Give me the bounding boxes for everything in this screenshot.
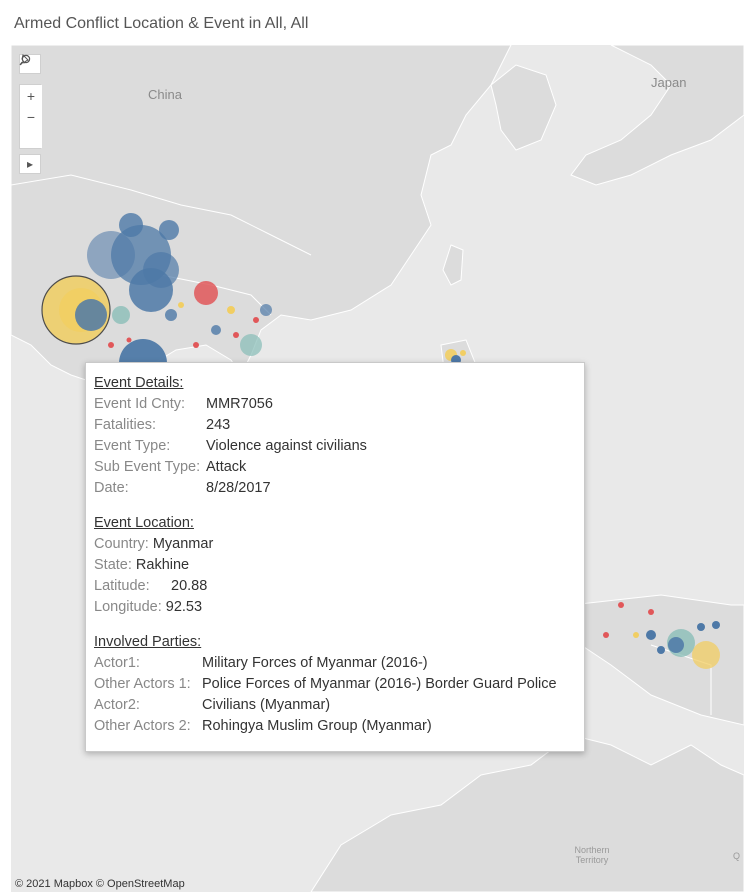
date-value: 8/28/2017	[206, 480, 271, 496]
tooltip-row: Country: Myanmar	[94, 534, 584, 555]
tooltip-row: Sub Event Type: Attack	[94, 457, 584, 478]
longitude-label: Longitude:	[94, 599, 162, 615]
fatalities-label: Fatalities:	[94, 417, 157, 433]
actor2-value: Civilians (Myanmar)	[202, 697, 331, 713]
map-attribution[interactable]: © 2021 Mapbox © OpenStreetMap	[15, 878, 185, 890]
event-id-label: Event Id Cnty:	[94, 396, 186, 412]
viz-title: Armed Conflict Location & Event in All, …	[14, 15, 309, 32]
latitude-label: Latitude:	[94, 578, 150, 594]
label-partial: Q	[733, 851, 741, 861]
fatalities-value: 243	[206, 417, 231, 433]
zoom-out-button[interactable]: −	[20, 106, 42, 127]
actor1-label: Actor1:	[94, 655, 140, 671]
country-label: Country:	[94, 536, 149, 552]
event-location-heading: Event Location:	[94, 515, 194, 531]
other-actors1-label: Other Actors 1:	[94, 676, 191, 692]
tooltip-row: Date: 8/28/2017	[94, 478, 584, 499]
latitude-value: 20.88	[171, 578, 208, 594]
zoom-in-button[interactable]: +	[20, 85, 42, 106]
event-id-value: MMR7056	[206, 396, 273, 412]
tooltip-row: Actor2: Civilians (Myanmar)	[94, 695, 584, 716]
tooltip-row: Actor1: Military Forces of Myanmar (2016…	[94, 653, 584, 674]
land-korea	[490, 64, 557, 151]
tooltip-row: Other Actors 2: Rohingya Muslim Group (M…	[94, 716, 584, 737]
state-value: Rakhine	[135, 557, 190, 573]
state-label: State:	[94, 557, 132, 573]
pin-icon	[19, 54, 29, 66]
sub-event-type-label: Sub Event Type:	[94, 459, 201, 475]
event-type-value: Violence against civilians	[206, 438, 367, 454]
tooltip-row: State: Rakhine	[94, 555, 584, 576]
other-actors2-value: Rohingya Muslim Group (Myanmar)	[202, 718, 432, 734]
map-toolbar: + − ▸	[19, 54, 42, 174]
other-actors2-label: Other Actors 2:	[94, 718, 191, 734]
label-japan: Japan	[651, 75, 687, 90]
country-value: Myanmar	[152, 536, 214, 552]
map-zoom-group: + −	[19, 54, 42, 149]
involved-parties-heading: Involved Parties:	[94, 634, 202, 650]
land-taiwan	[442, 244, 464, 286]
tooltip-row: Longitude: 92.53	[94, 597, 584, 618]
tooltip-row: Latitude: 20.88	[94, 576, 584, 597]
expand-toolbar-button[interactable]: ▸	[19, 154, 41, 174]
event-tooltip: Event Details: Event Id Cnty: MMR7056 Fa…	[85, 362, 585, 752]
event-details-heading: Event Details:	[94, 375, 184, 391]
sub-event-type-value: Attack	[206, 459, 247, 475]
event-type-label: Event Type:	[94, 438, 171, 454]
actor1-value: Military Forces of Myanmar (2016-)	[202, 655, 428, 671]
tooltip-row: Event Id Cnty: MMR7056	[94, 394, 584, 415]
land-australia	[310, 734, 744, 892]
label-northern-territory: Northern Territory	[574, 845, 610, 865]
label-china: China	[148, 87, 182, 102]
tooltip-row: Other Actors 1: Police Forces of Myanmar…	[94, 674, 584, 695]
land-japan	[570, 45, 744, 186]
actor2-label: Actor2:	[94, 697, 140, 713]
date-label: Date:	[94, 480, 129, 496]
other-actors1-value: Police Forces of Myanmar (2016-) Border …	[202, 676, 557, 692]
tooltip-row: Event Type: Violence against civilians	[94, 436, 584, 457]
caret-right-icon: ▸	[26, 157, 34, 171]
longitude-value: 92.53	[165, 599, 203, 615]
pin-button[interactable]	[19, 54, 42, 148]
tooltip-row: Fatalities: 243	[94, 415, 584, 436]
